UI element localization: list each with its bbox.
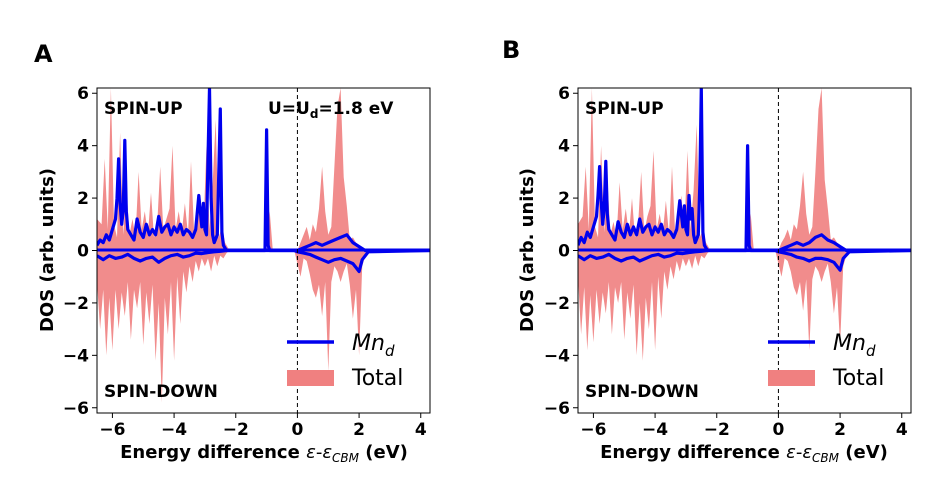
x-axis-label-a: Energy difference ε-εCBM (eV) [120, 442, 408, 465]
total-dos-area-b [578, 88, 911, 361]
x-tick-label: −6 [99, 420, 125, 440]
spin-down-label-b: SPIN-DOWN [585, 382, 699, 402]
legend-b: Mnd Total [768, 331, 884, 391]
y-tick-label: 0 [558, 242, 570, 262]
y-tick-label: −2 [63, 294, 89, 314]
x-axis-label-b: Energy difference ε-εCBM (eV) [600, 442, 888, 465]
x-tick-label: −2 [704, 420, 730, 440]
x-tick-label: −4 [642, 420, 668, 440]
panel-label-b: B [502, 36, 520, 64]
spin-up-label-b: SPIN-UP [585, 99, 664, 119]
y-tick-label: 6 [558, 84, 570, 104]
x-tick-label: −6 [580, 420, 606, 440]
x-tick-label: −4 [161, 420, 187, 440]
mn-d-up-line-b [578, 88, 911, 253]
x-tick-label: 0 [772, 420, 784, 440]
y-axis-label-b: DOS (arb. units) [517, 168, 538, 332]
x-tick-label: 2 [353, 420, 365, 440]
y-axis-b: −6 −4 −2 0 2 4 6 [544, 84, 578, 419]
y-tick-label: 2 [77, 189, 89, 209]
x-tick-label: −2 [223, 420, 249, 440]
legend-mn-d-label-a: Mnd [352, 331, 395, 360]
legend-total-label-a: Total [351, 366, 403, 391]
legend-a: Mnd Total [287, 331, 403, 391]
panel-b: B −6 −4 −2 0 2 4 6 −6 −4 −2 0 2 4 SPIN-UP SPIN-DOWN… [502, 36, 912, 465]
x-tick-label: 4 [896, 420, 908, 440]
y-axis-label-a: DOS (arb. units) [37, 168, 58, 332]
x-tick-label: 0 [291, 420, 303, 440]
legend-total-swatch-b [768, 370, 815, 386]
y-tick-label: 6 [77, 84, 89, 104]
u-value-annotation: U=Ud=1.8 eV [268, 99, 394, 121]
spin-up-label-a: SPIN-UP [104, 99, 183, 119]
y-tick-label: −4 [544, 346, 570, 366]
panel-label-a: A [34, 40, 53, 68]
y-tick-label: 0 [77, 242, 89, 262]
mn-d-down-line-a [97, 248, 430, 274]
mn-d-up-line-a [97, 88, 430, 253]
x-tick-label: 4 [415, 420, 427, 440]
x-tick-label: 2 [834, 420, 846, 440]
x-axis-a: −6 −4 −2 0 2 4 [99, 413, 427, 440]
y-tick-label: −4 [63, 346, 89, 366]
legend-mn-d-label-b: Mnd [833, 331, 876, 360]
legend-total-label-b: Total [832, 366, 884, 391]
mn-d-down-line-b [578, 248, 911, 272]
y-tick-label: −6 [63, 399, 89, 419]
y-tick-label: 2 [558, 189, 570, 209]
y-tick-label: −2 [544, 294, 570, 314]
y-tick-label: 4 [558, 137, 570, 157]
y-tick-label: 4 [77, 137, 89, 157]
y-axis-a: −6 −4 −2 0 2 4 6 [63, 84, 97, 419]
total-dos-area-a [97, 88, 430, 403]
spin-down-label-a: SPIN-DOWN [104, 382, 218, 402]
x-axis-b: −6 −4 −2 0 2 4 [580, 413, 908, 440]
y-tick-label: −6 [544, 399, 570, 419]
legend-total-swatch-a [287, 370, 334, 386]
panel-a: A −6 −4 −2 0 2 4 6 −6 −4 −2 0 2 4 SPIN-UP SPIN-DOWN… [34, 40, 431, 465]
